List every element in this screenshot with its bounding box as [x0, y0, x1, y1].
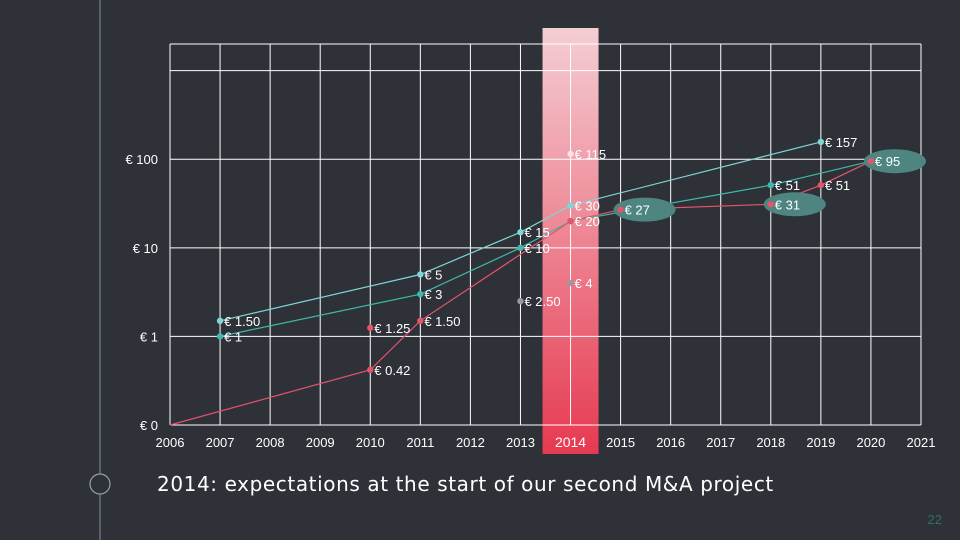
x-tick-label: 2012	[456, 435, 485, 450]
data-point	[617, 206, 624, 213]
x-tick-label: 2015	[606, 435, 635, 450]
data-point	[517, 244, 524, 252]
data-point	[417, 290, 424, 298]
data-point	[767, 181, 774, 189]
data-point	[767, 201, 774, 208]
data-label: € 27	[625, 203, 650, 218]
data-label: € 157	[825, 135, 858, 150]
value-bubble	[763, 192, 826, 217]
x-tick-label: 2013	[506, 435, 535, 450]
data-point	[567, 217, 574, 225]
data-point	[216, 333, 224, 340]
page-number: 22	[927, 512, 942, 527]
y-tick-label: € 100	[125, 152, 158, 167]
x-tick-label: 2018	[756, 435, 785, 450]
data-point	[517, 229, 524, 236]
value-bubble	[613, 197, 676, 222]
y-tick-label: € 1	[140, 329, 158, 344]
timeline-node	[89, 473, 111, 495]
data-label: € 5	[424, 267, 442, 282]
x-tick-label: 2020	[856, 435, 885, 450]
data-label: € 10	[524, 241, 549, 256]
x-tick-label: 2016	[656, 435, 685, 450]
x-tick-label: 2017	[706, 435, 735, 450]
data-point	[417, 271, 424, 278]
data-point	[567, 279, 574, 287]
x-tick-label: 2011	[406, 435, 434, 450]
series-line	[219, 160, 872, 337]
data-point	[517, 297, 524, 305]
x-tick-label: 2006	[156, 435, 185, 450]
x-tick-label: 2008	[256, 435, 285, 450]
x-tick-label: 2014	[555, 434, 586, 450]
data-point	[817, 181, 825, 189]
data-point	[867, 158, 875, 165]
data-label: € 20	[575, 214, 600, 229]
data-point	[417, 317, 424, 325]
x-tick-label: 2007	[206, 435, 235, 450]
data-label: € 1	[224, 329, 242, 344]
y-tick-label: € 10	[133, 241, 158, 256]
data-point	[567, 150, 574, 158]
data-label: € 115	[575, 147, 607, 162]
series-line	[169, 160, 872, 426]
data-point	[367, 366, 374, 373]
data-label: € 1.50	[224, 314, 260, 329]
y-tick-label: € 0	[140, 418, 158, 433]
data-label: € 0.42	[374, 363, 410, 378]
x-tick-label: 2010	[356, 435, 385, 450]
data-label: € 2.50	[524, 294, 560, 309]
slide-caption: 2014: expectations at the start of our s…	[157, 472, 774, 496]
data-point	[567, 202, 574, 209]
data-label: € 30	[575, 199, 600, 214]
data-label: € 15	[524, 225, 549, 240]
x-tick-label: 2009	[306, 435, 335, 450]
data-point	[817, 138, 825, 146]
data-label: € 1.25	[374, 321, 410, 336]
x-tick-label: 2021	[907, 435, 936, 450]
value-bubble	[863, 149, 926, 174]
data-label: € 51	[775, 178, 800, 193]
data-label: € 1.50	[424, 314, 460, 329]
data-label: € 95	[875, 154, 900, 169]
data-label: € 3	[424, 287, 442, 302]
data-label: € 31	[775, 197, 800, 212]
data-point	[216, 317, 224, 325]
data-label: € 4	[575, 276, 593, 291]
data-point	[367, 324, 374, 332]
data-label: € 51	[825, 178, 850, 193]
x-tick-label: 2019	[806, 435, 835, 450]
